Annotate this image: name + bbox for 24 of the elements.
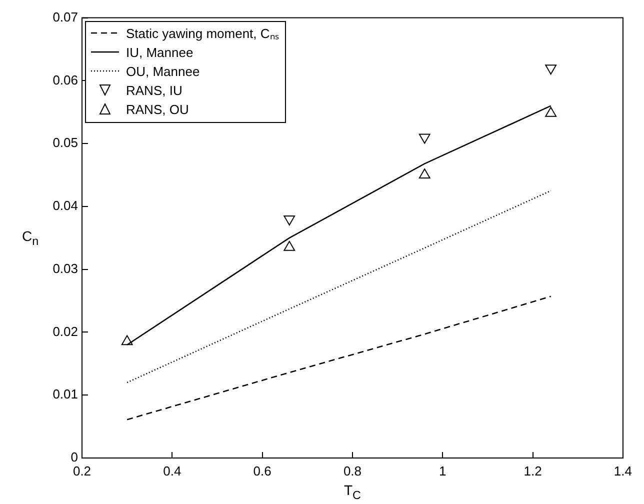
y-tick-label: 0.06 bbox=[52, 72, 78, 88]
legend-label: RANS, OU bbox=[126, 102, 189, 117]
legend-label: Static yawing moment, Cₙₛ bbox=[126, 25, 279, 42]
legend-label: RANS, IU bbox=[126, 82, 182, 98]
y-tick-label: 0 bbox=[70, 450, 78, 465]
y-tick-label: 0.07 bbox=[52, 9, 78, 24]
x-tick-label: 1.4 bbox=[614, 463, 632, 478]
y-axis-title: C$_{n}$ bbox=[22, 228, 39, 248]
y-tick-label: 0.04 bbox=[52, 198, 78, 214]
x-tick-label: 0.6 bbox=[253, 463, 272, 478]
legend-label: OU, Mannee bbox=[126, 64, 200, 79]
x-tick-label: 0.4 bbox=[163, 463, 182, 478]
y-tick-label: 0.01 bbox=[52, 386, 78, 402]
x-tick-label: 0.2 bbox=[72, 463, 92, 478]
x-tick-label: 1 bbox=[439, 463, 446, 478]
x-axis-title: T$_{C}$ bbox=[344, 482, 361, 502]
y-tick-label: 0.05 bbox=[52, 135, 78, 150]
y-tick-label: 0.03 bbox=[52, 260, 78, 276]
legend-label: IU, Mannee bbox=[126, 44, 194, 60]
x-tick-label: 0.8 bbox=[343, 463, 362, 478]
line-series bbox=[126, 296, 552, 420]
y-tick-label: 0.02 bbox=[52, 324, 78, 339]
x-tick-label: 1.2 bbox=[524, 463, 542, 478]
line-series bbox=[126, 190, 552, 384]
